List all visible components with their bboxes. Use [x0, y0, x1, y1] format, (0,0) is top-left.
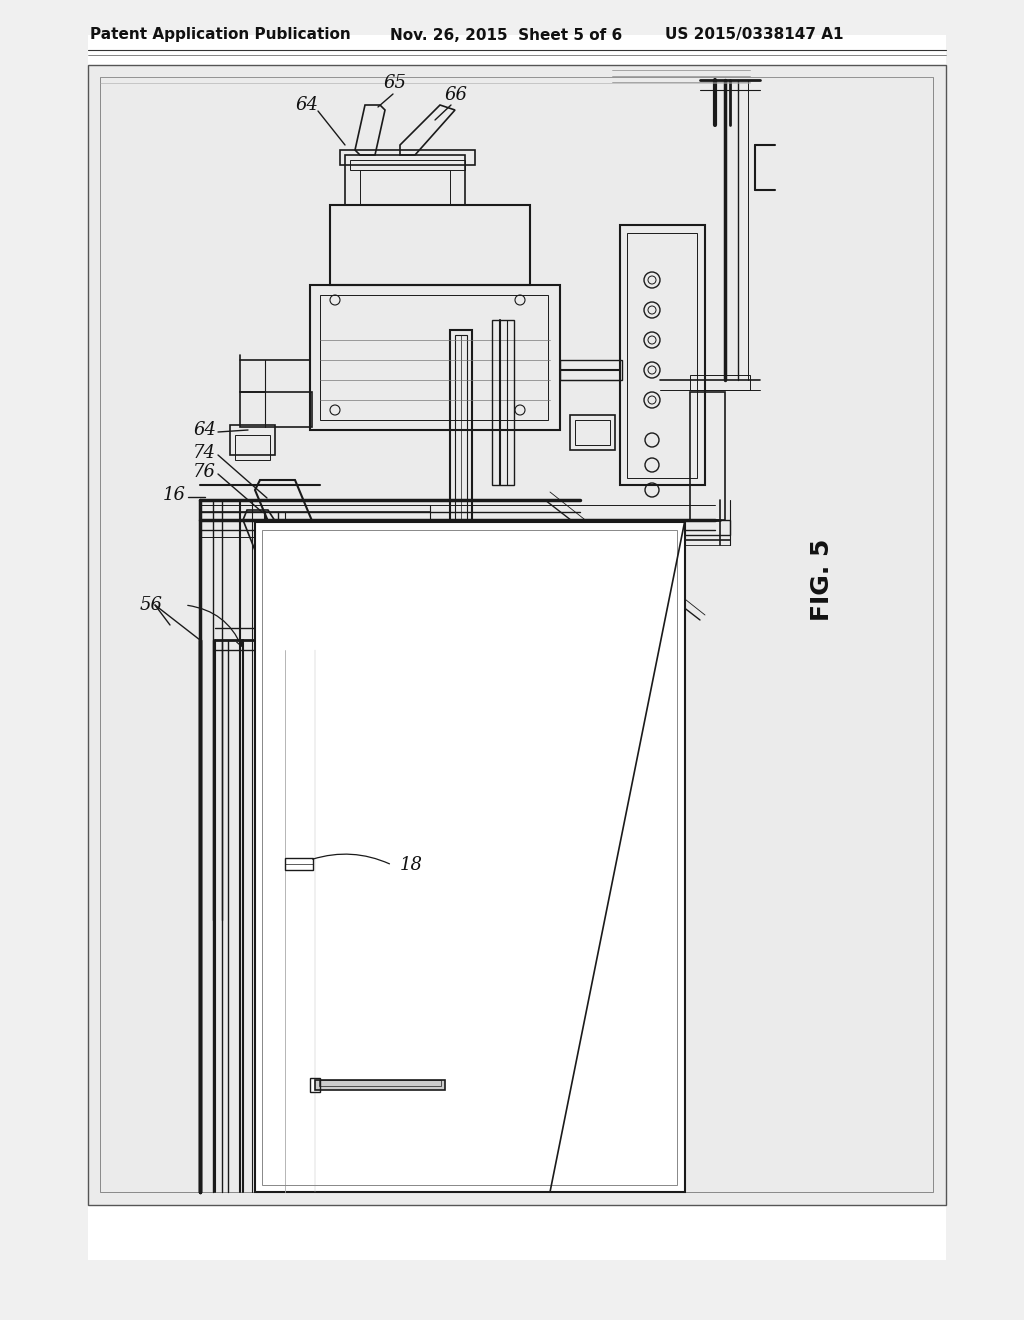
Text: US 2015/0338147 A1: US 2015/0338147 A1 — [665, 28, 844, 42]
Text: 18: 18 — [400, 855, 423, 874]
Bar — [350, 160, 465, 170]
Bar — [690, 392, 725, 520]
Bar — [234, 436, 270, 459]
Bar — [545, 520, 730, 535]
Text: 64: 64 — [193, 421, 216, 440]
Text: 64: 64 — [295, 96, 318, 114]
Bar — [310, 285, 560, 430]
Text: Patent Application Publication: Patent Application Publication — [90, 28, 351, 42]
Bar — [450, 330, 472, 531]
Bar — [315, 1080, 445, 1090]
Bar — [88, 65, 946, 1205]
Bar — [330, 205, 530, 285]
Text: 56: 56 — [140, 597, 163, 614]
Bar — [230, 425, 275, 455]
Bar — [262, 531, 677, 1185]
Bar — [255, 521, 685, 1192]
Bar — [100, 77, 933, 1192]
Bar — [360, 170, 450, 205]
Bar — [345, 154, 465, 205]
Bar — [319, 1080, 441, 1086]
Bar — [627, 234, 697, 478]
Text: Nov. 26, 2015  Sheet 5 of 6: Nov. 26, 2015 Sheet 5 of 6 — [390, 28, 623, 42]
Bar — [340, 150, 475, 165]
Text: 65: 65 — [383, 74, 406, 92]
Bar — [285, 858, 313, 870]
Bar — [575, 420, 610, 445]
Text: 74: 74 — [193, 444, 216, 462]
Text: FIG. 5: FIG. 5 — [810, 539, 834, 622]
Bar — [560, 360, 622, 380]
Bar — [570, 414, 615, 450]
Bar — [319, 294, 548, 420]
Text: 76: 76 — [193, 463, 216, 480]
Bar — [310, 1078, 319, 1092]
Text: 66: 66 — [444, 86, 467, 104]
Bar — [620, 224, 705, 484]
Bar — [240, 392, 312, 426]
Bar — [88, 36, 946, 1261]
Text: 16: 16 — [163, 486, 186, 504]
Bar — [492, 319, 514, 484]
Bar — [455, 335, 467, 525]
Bar — [690, 375, 750, 389]
